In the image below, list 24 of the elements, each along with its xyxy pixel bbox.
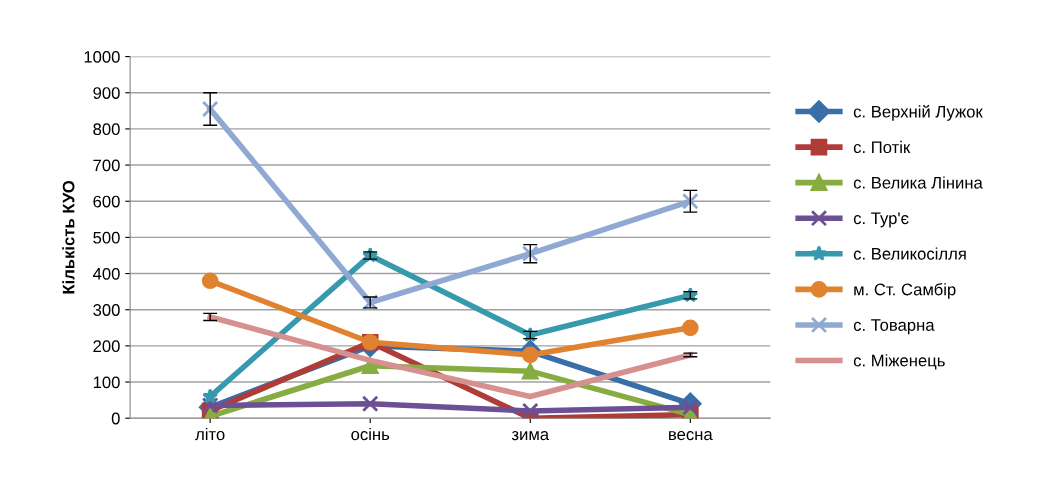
legend-label: с. Великосілля [853,247,966,260]
y-axis-title: Кількість КУО [62,180,75,294]
y-tick-label: 200 [93,340,120,353]
y-tick-label: 100 [93,376,120,389]
y-tick-label: 1000 [84,50,120,63]
legend-label: с. Тур'є [853,212,909,228]
y-tick-label: 900 [93,87,120,99]
y-tick-label: 500 [93,231,120,244]
y-tick-label: 400 [92,267,120,280]
x-tick-label: зима [511,431,550,441]
legend-label: с. Потік [853,140,911,154]
y-tick-label: 600 [93,195,120,208]
legend-label: с. Міженець [853,354,945,370]
y-tick-label: 0 [111,412,120,425]
x-tick-label: літо [195,427,225,441]
x-tick-label: весна [669,431,713,441]
legend-label: м. Ст. Самбір [854,283,956,299]
y-tick-label: 300 [93,304,120,316]
legend-label: с. Велика Лінина [853,176,983,189]
y-tick-label: 800 [93,123,120,136]
x-tick-label: осінь [351,427,390,441]
legend-label: с. Верхній Лужок [853,105,983,121]
y-tick-label: 700 [93,159,120,172]
legend-label: с. Товарна [853,319,935,335]
